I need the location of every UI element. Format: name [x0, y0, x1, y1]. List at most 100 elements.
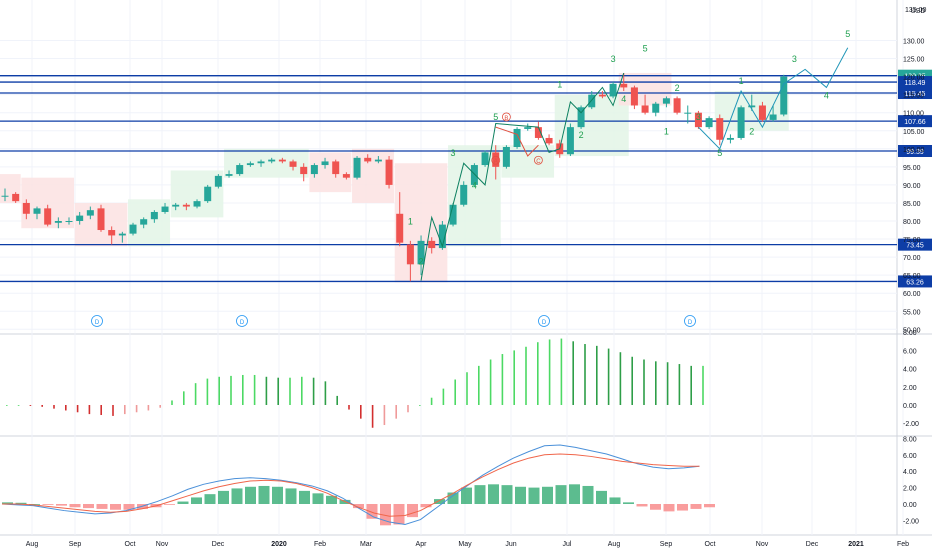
wave-number-label: 4 — [621, 94, 626, 104]
oscillator-bar — [112, 405, 114, 416]
candle-body — [428, 240, 436, 249]
macd-histogram-bar — [677, 504, 688, 511]
wave-number-label: 3 — [451, 148, 456, 158]
candle-body — [150, 211, 158, 220]
oscillator-bar — [419, 405, 421, 406]
macd-histogram-bar — [96, 504, 108, 509]
price-tick-label: 90.00 — [903, 183, 921, 190]
macd-histogram-bar — [366, 504, 378, 519]
price-level-tag — [898, 87, 932, 100]
candle-body — [300, 166, 308, 175]
candle-body — [236, 165, 244, 175]
oscillator-bar — [596, 345, 598, 405]
price-tick-label: 130.00 — [903, 39, 925, 46]
candle-body — [716, 118, 724, 140]
wave-path-projection — [698, 47, 849, 150]
oscillator-bar — [525, 346, 527, 405]
dividend-marker-label: D — [95, 320, 100, 326]
candle-body — [225, 174, 233, 176]
time-tick-label: Oct — [705, 541, 716, 548]
macd-histogram-bar — [353, 504, 364, 509]
candle-body — [257, 161, 265, 164]
oscillator-bar — [218, 376, 220, 405]
wave-number-label: 5 — [493, 112, 498, 122]
candle-body — [641, 105, 649, 113]
candle-body — [1, 195, 9, 197]
candle-body — [545, 137, 553, 144]
candle-body — [97, 208, 105, 231]
oscillator-bar — [560, 338, 563, 405]
osc-tick-label: 2.00 — [903, 385, 917, 392]
macd-histogram-bar — [407, 504, 418, 518]
price-tick-label: 110.00 — [903, 111, 924, 118]
candle-body — [140, 219, 148, 225]
wave-number-label: 4 — [472, 181, 477, 191]
price-level-tag-label: 107.66 — [904, 119, 926, 126]
oscillator-bar — [430, 397, 433, 405]
candle-body — [758, 105, 766, 120]
dividend-marker-icon — [538, 315, 550, 327]
macd-histogram-bar — [326, 495, 337, 504]
price-tick-label: 55.00 — [903, 309, 921, 316]
macd-tick-label: 4.00 — [903, 469, 917, 476]
candle-body — [481, 152, 489, 166]
wave-zone-box — [128, 199, 171, 247]
oscillator-bar — [501, 354, 504, 405]
candle-body — [364, 157, 372, 162]
oscillator-bar — [277, 377, 279, 405]
oscillator-bar — [572, 341, 574, 405]
oscillator-bar — [253, 374, 256, 405]
macd-histogram-bar — [164, 504, 175, 505]
candle-body — [385, 159, 393, 185]
oscillator-bar — [466, 372, 468, 405]
oscillator-bar — [147, 405, 150, 411]
price-axis-top-label: 135.00 — [905, 7, 927, 14]
price-level-tag — [898, 238, 932, 251]
oscillator-bar — [607, 348, 610, 405]
time-tick-label: Nov — [756, 541, 769, 548]
candle-body — [524, 127, 532, 129]
macd-histogram-bar — [83, 504, 94, 509]
time-tick-label: Jun — [505, 541, 516, 548]
macd-histogram-bar — [69, 504, 81, 508]
macd-histogram-bar — [447, 492, 459, 504]
dividend-marker-icon — [236, 315, 248, 327]
price-tick-label: 120.00 — [903, 75, 925, 82]
macd-histogram-bar — [501, 485, 513, 504]
candle-body — [470, 165, 478, 185]
price-level-tag-label: 115.45 — [905, 91, 926, 98]
currency-label: USD — [911, 8, 926, 15]
macd-histogram-bar — [434, 499, 445, 504]
candle-body — [108, 230, 116, 236]
macd-tick-label: 6.00 — [903, 453, 917, 460]
wave-letter-label: B — [504, 116, 508, 122]
wave-path-impulse — [420, 72, 625, 281]
candle-body — [353, 157, 361, 178]
candle-body — [161, 206, 169, 212]
wave-number-label: 1 — [557, 79, 562, 89]
macd-histogram-bar — [204, 494, 216, 504]
price-tick-label: 65.00 — [903, 273, 921, 280]
macd-tick-label: -2.00 — [903, 518, 919, 525]
wave-number-label: 2 — [419, 256, 424, 266]
wave-letter-circle — [501, 112, 511, 122]
candle-body — [246, 163, 254, 166]
time-tick-label: Dec — [806, 541, 819, 548]
macd-histogram-bar — [245, 486, 256, 504]
oscillator-bar — [442, 388, 445, 405]
macd-histogram-bar — [56, 504, 67, 506]
candle-body — [620, 83, 628, 88]
macd-histogram-bar — [704, 504, 715, 508]
macd-histogram-bar — [488, 484, 499, 504]
wave-number-label: 1 — [408, 217, 413, 227]
macd-tick-label: 2.00 — [903, 486, 917, 493]
macd-histogram-bar — [42, 504, 54, 505]
oscillator-bar — [678, 364, 681, 405]
price-level-tag — [898, 115, 932, 128]
wave-number-label: 3 — [792, 54, 797, 64]
candle-body — [588, 94, 596, 108]
macd-histogram-bar — [258, 485, 270, 504]
oscillator-bar — [242, 374, 244, 405]
candle-body — [65, 221, 73, 222]
